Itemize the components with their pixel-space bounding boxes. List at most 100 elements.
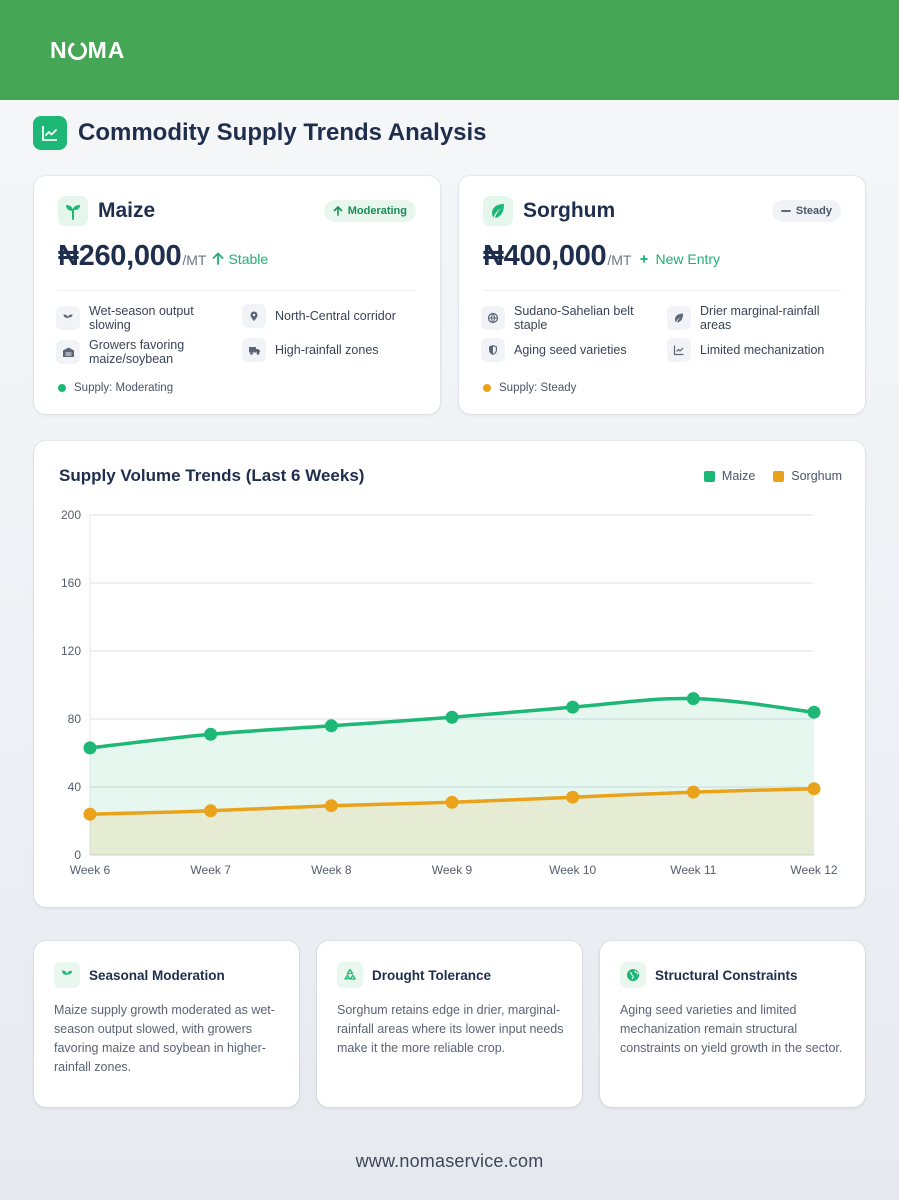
badge-label: Moderating: [347, 205, 407, 217]
sprout-icon: [56, 306, 80, 330]
legend-item-sorghum[interactable]: Sorghum: [773, 469, 842, 483]
insight-title: Seasonal Moderation: [89, 967, 225, 983]
chart-title: Supply Volume Trends (Last 6 Weeks): [59, 466, 365, 485]
data-point-sorghum: [204, 804, 218, 818]
data-point-sorghum: [83, 807, 97, 821]
sorghum-card: Sorghum Steady ₦400,000 /MT New Entry Su…: [459, 176, 865, 414]
plus-icon: [640, 255, 649, 263]
insight-title: Drought Tolerance: [372, 967, 492, 983]
price-trend: Stable: [212, 251, 268, 267]
fact-item: Growers favoring maize/soybean: [56, 338, 244, 366]
status-badge: Moderating: [323, 200, 416, 222]
page-heading: Commodity Supply Trends Analysis: [33, 116, 487, 150]
x-tick-label: Week 11: [670, 863, 717, 877]
fact-item: Limited mechanization: [667, 338, 849, 362]
arrow-up-icon: [333, 206, 343, 216]
badge-label: Steady: [795, 205, 832, 217]
status-text: Supply: Moderating: [74, 382, 174, 394]
data-point-maize: [204, 727, 218, 741]
data-point-maize: [686, 692, 700, 706]
divider: [58, 290, 416, 291]
supply-status: Supply: Steady: [483, 382, 576, 394]
sprout-icon: [54, 962, 80, 988]
insight-card: Seasonal Moderation Maize supply growth …: [34, 941, 299, 1107]
y-tick-label: 80: [68, 712, 82, 726]
price-unit: /MT: [182, 252, 207, 268]
leaf-icon: [667, 306, 691, 330]
fact-text: Wet-season output slowing: [89, 304, 194, 332]
legend-swatch: [703, 470, 715, 482]
supply-status: Supply: Moderating: [58, 382, 173, 394]
data-point-sorghum: [445, 795, 459, 809]
price-value: ₦400,000: [483, 240, 607, 272]
location-pin-icon: [242, 304, 266, 328]
chart-legend: Maize Sorghum: [703, 469, 842, 483]
fact-item: Aging seed varieties: [481, 338, 663, 362]
insight-body: Sorghum retains edge in drier, marginal-…: [337, 1003, 564, 1055]
x-tick-label: Week 8: [311, 863, 352, 877]
noma-logo[interactable]: N MA: [50, 37, 126, 63]
maize-card: Maize Moderating ₦260,000 /MT Stable Wet…: [34, 176, 440, 414]
fact-item: Sudano-Sahelian belt staple: [481, 304, 663, 332]
legend-swatch: [773, 470, 785, 482]
fact-text: Growers favoring maize/soybean: [89, 338, 185, 366]
fact-item: North-Central corridor: [242, 304, 424, 328]
fact-text: Limited mechanization: [700, 343, 825, 357]
minus-icon: [781, 210, 791, 212]
footer-url[interactable]: www.nomaservice.com: [355, 1151, 544, 1171]
y-tick-label: 0: [74, 848, 81, 862]
fact-text: Drier marginal-rainfall areas: [700, 304, 820, 332]
status-dot: [483, 384, 491, 392]
series-area-sorghum: [90, 788, 814, 855]
globe-icon: [620, 962, 646, 988]
data-point-sorghum: [324, 799, 338, 813]
y-tick-label: 200: [61, 508, 81, 522]
header-bar: N MA: [0, 0, 899, 100]
legend-item-maize[interactable]: Maize: [703, 469, 756, 483]
fact-item: High-rainfall zones: [242, 338, 424, 362]
x-tick-label: Week 10: [549, 863, 596, 877]
x-tick-label: Week 6: [70, 863, 111, 877]
y-tick-label: 120: [61, 644, 81, 658]
fact-text: High-rainfall zones: [275, 343, 379, 357]
divider: [483, 290, 841, 291]
globe-icon: [481, 306, 505, 330]
insight-card: Structural Constraints Aging seed variet…: [600, 941, 865, 1107]
x-tick-label: Week 7: [190, 863, 231, 877]
y-tick-label: 40: [68, 780, 82, 794]
data-point-sorghum: [686, 785, 700, 799]
recycle-icon: [337, 962, 363, 988]
status-dot: [58, 384, 66, 392]
fact-text: Aging seed varieties: [514, 343, 627, 357]
price-value: ₦260,000: [58, 240, 182, 272]
price-trend: New Entry: [637, 251, 720, 267]
price-unit: /MT: [607, 252, 632, 268]
shield-icon: [481, 338, 505, 362]
warehouse-icon: [56, 340, 80, 364]
supply-chart-card: 0 40 80 120 160 200 Week 6 Week 7 Week 8 Week 9 We…: [34, 441, 865, 907]
data-point-sorghum: [807, 782, 821, 796]
data-point-sorghum: [566, 790, 580, 804]
chart-line-icon: [33, 116, 67, 150]
insight-card: Drought Tolerance Sorghum retains edge i…: [317, 941, 582, 1107]
data-point-maize: [566, 700, 580, 714]
data-point-maize: [83, 741, 97, 755]
fact-item: Drier marginal-rainfall areas: [667, 304, 849, 332]
insight-title: Structural Constraints: [655, 967, 798, 983]
legend-label: Maize: [721, 469, 756, 483]
truck-icon: [242, 338, 266, 362]
x-tick-label: Week 12: [790, 863, 837, 877]
fact-text: North-Central corridor: [275, 309, 396, 323]
crop-name: Sorghum: [523, 199, 616, 222]
insight-body: Maize supply growth moderated as wet-sea…: [54, 1003, 275, 1074]
status-text: Supply: Steady: [499, 382, 577, 394]
status-badge: Steady: [771, 200, 841, 222]
leaf-icon: [483, 196, 513, 226]
arrow-up-icon: [213, 252, 224, 265]
series-area-maize: [90, 698, 814, 855]
fact-item: Wet-season output slowing: [56, 304, 238, 332]
data-point-maize: [807, 705, 821, 719]
chart-icon: [667, 338, 691, 362]
page-title: Commodity Supply Trends Analysis: [78, 119, 487, 146]
y-tick-label: 160: [61, 576, 81, 590]
